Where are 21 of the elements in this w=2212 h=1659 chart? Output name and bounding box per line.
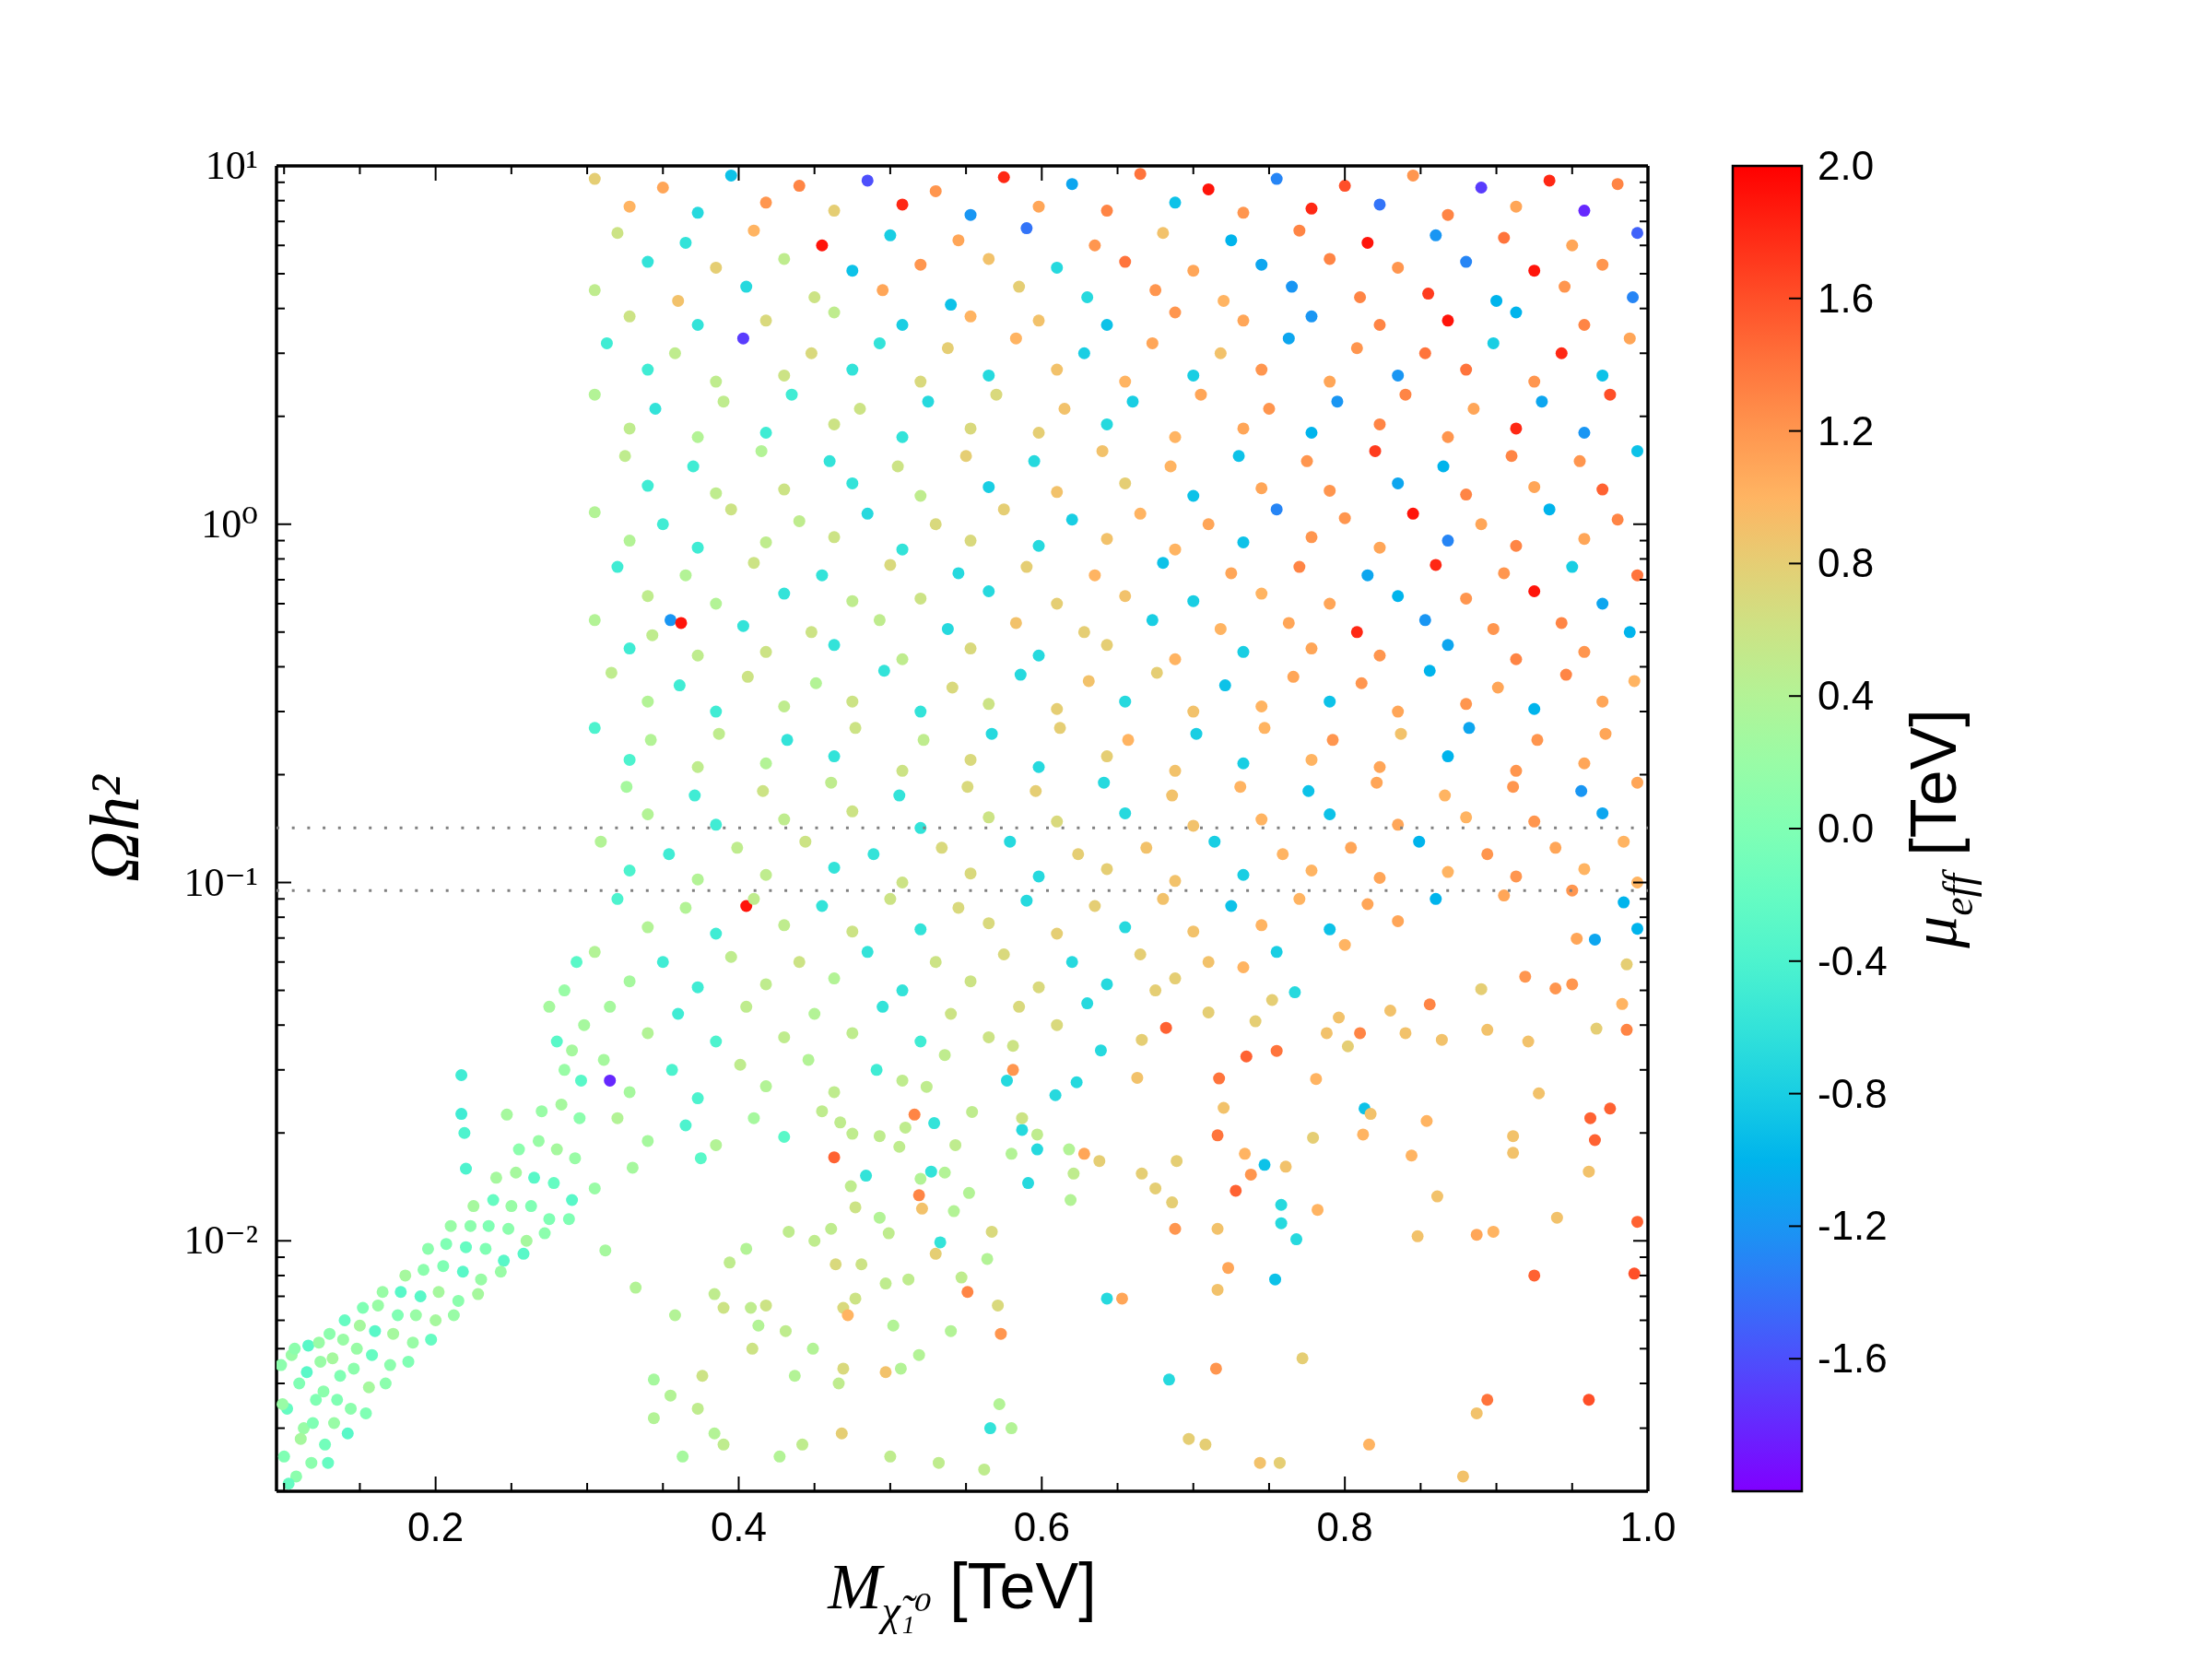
x-tick-label: 1.0	[1619, 1504, 1677, 1549]
color-bar-label: 0.4	[1818, 673, 1875, 719]
color-bar-label: 0.0	[1818, 806, 1875, 851]
y-tick-label: 10⁰	[201, 500, 258, 547]
color-bar-label: -1.6	[1818, 1335, 1888, 1382]
y-tick-label: 10⁻¹	[183, 859, 258, 905]
color-bar-label: 1.2	[1818, 407, 1875, 453]
x-tick-label: 0.6	[1013, 1504, 1070, 1549]
color-bar-label: -0.4	[1818, 937, 1888, 983]
color-bar-label: 1.6	[1818, 275, 1875, 321]
color-bar-label: -0.8	[1818, 1070, 1888, 1116]
y-tick-label: 10⁻²	[183, 1218, 258, 1264]
x-tick-label: 0.8	[1316, 1504, 1373, 1549]
y-tick-label: 10¹	[205, 143, 258, 188]
color-bar-label: 2.0	[1818, 143, 1875, 188]
x-tick-label: 0.2	[407, 1504, 465, 1549]
y-axis-title: Ωh²	[76, 773, 153, 882]
color-bar-label: 0.8	[1818, 540, 1875, 586]
x-tick-label: 0.4	[710, 1504, 768, 1549]
x-axis-title: M$_{χ̃₁⁰}$ [TeV]	[827, 1550, 1097, 1634]
color-bar-label: -1.2	[1818, 1203, 1888, 1249]
